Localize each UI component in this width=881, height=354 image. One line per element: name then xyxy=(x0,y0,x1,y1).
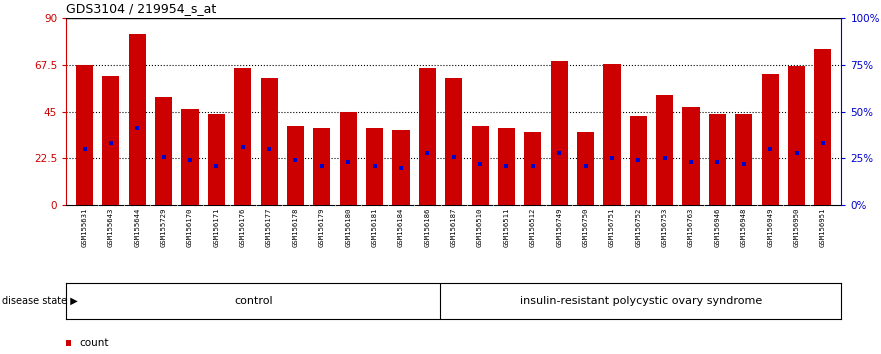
Text: GSM156180: GSM156180 xyxy=(345,208,352,247)
Text: GSM156177: GSM156177 xyxy=(266,208,272,247)
Text: GSM156178: GSM156178 xyxy=(292,208,299,247)
Text: GSM156948: GSM156948 xyxy=(741,208,747,247)
Text: GSM156950: GSM156950 xyxy=(794,208,800,247)
Text: GSM156946: GSM156946 xyxy=(714,208,721,247)
Bar xyxy=(656,95,673,205)
Bar xyxy=(471,126,489,205)
Text: GSM156176: GSM156176 xyxy=(240,208,246,247)
Bar xyxy=(736,114,752,205)
Text: GSM156187: GSM156187 xyxy=(451,208,456,247)
Bar xyxy=(761,74,779,205)
Bar xyxy=(788,65,805,205)
Bar xyxy=(603,64,620,205)
Text: GSM156512: GSM156512 xyxy=(529,208,536,247)
Text: GSM156949: GSM156949 xyxy=(767,208,774,247)
Bar xyxy=(498,128,515,205)
Text: GSM156749: GSM156749 xyxy=(556,208,562,247)
Bar xyxy=(314,128,330,205)
Bar xyxy=(418,68,436,205)
Text: GSM156951: GSM156951 xyxy=(820,208,825,247)
Bar xyxy=(630,116,647,205)
Bar xyxy=(683,107,700,205)
Text: GSM156752: GSM156752 xyxy=(635,208,641,247)
Bar xyxy=(445,78,463,205)
Bar xyxy=(709,114,726,205)
Bar xyxy=(524,132,542,205)
Text: GDS3104 / 219954_s_at: GDS3104 / 219954_s_at xyxy=(66,2,217,15)
Text: GSM156184: GSM156184 xyxy=(398,208,404,247)
Bar xyxy=(234,68,251,205)
Text: GSM156179: GSM156179 xyxy=(319,208,325,247)
Bar xyxy=(261,78,278,205)
Bar xyxy=(208,114,225,205)
Text: disease state ▶: disease state ▶ xyxy=(2,296,78,306)
Text: GSM156511: GSM156511 xyxy=(503,208,509,247)
Text: GSM156751: GSM156751 xyxy=(609,208,615,247)
Text: insulin-resistant polycystic ovary syndrome: insulin-resistant polycystic ovary syndr… xyxy=(520,296,762,306)
Bar xyxy=(102,76,120,205)
Bar xyxy=(577,132,594,205)
Bar xyxy=(181,109,198,205)
Text: GSM155631: GSM155631 xyxy=(82,208,87,247)
Text: GSM155644: GSM155644 xyxy=(134,208,140,247)
Bar xyxy=(814,49,832,205)
Text: GSM156171: GSM156171 xyxy=(213,208,219,247)
Text: control: control xyxy=(233,296,272,306)
Text: GSM156763: GSM156763 xyxy=(688,208,694,247)
Text: GSM155729: GSM155729 xyxy=(160,208,167,247)
Bar xyxy=(340,112,357,205)
Bar xyxy=(287,126,304,205)
Bar xyxy=(551,62,567,205)
Text: GSM155643: GSM155643 xyxy=(107,208,114,247)
Bar xyxy=(155,97,172,205)
Text: GSM156186: GSM156186 xyxy=(425,208,430,247)
Text: GSM156181: GSM156181 xyxy=(372,208,378,247)
Bar xyxy=(129,34,146,205)
Text: GSM156510: GSM156510 xyxy=(478,208,483,247)
Bar xyxy=(392,130,410,205)
Text: GSM156170: GSM156170 xyxy=(187,208,193,247)
Text: count: count xyxy=(79,338,108,348)
Bar xyxy=(76,65,93,205)
Text: GSM156750: GSM156750 xyxy=(582,208,589,247)
Bar xyxy=(366,128,383,205)
Text: GSM156753: GSM156753 xyxy=(662,208,668,247)
